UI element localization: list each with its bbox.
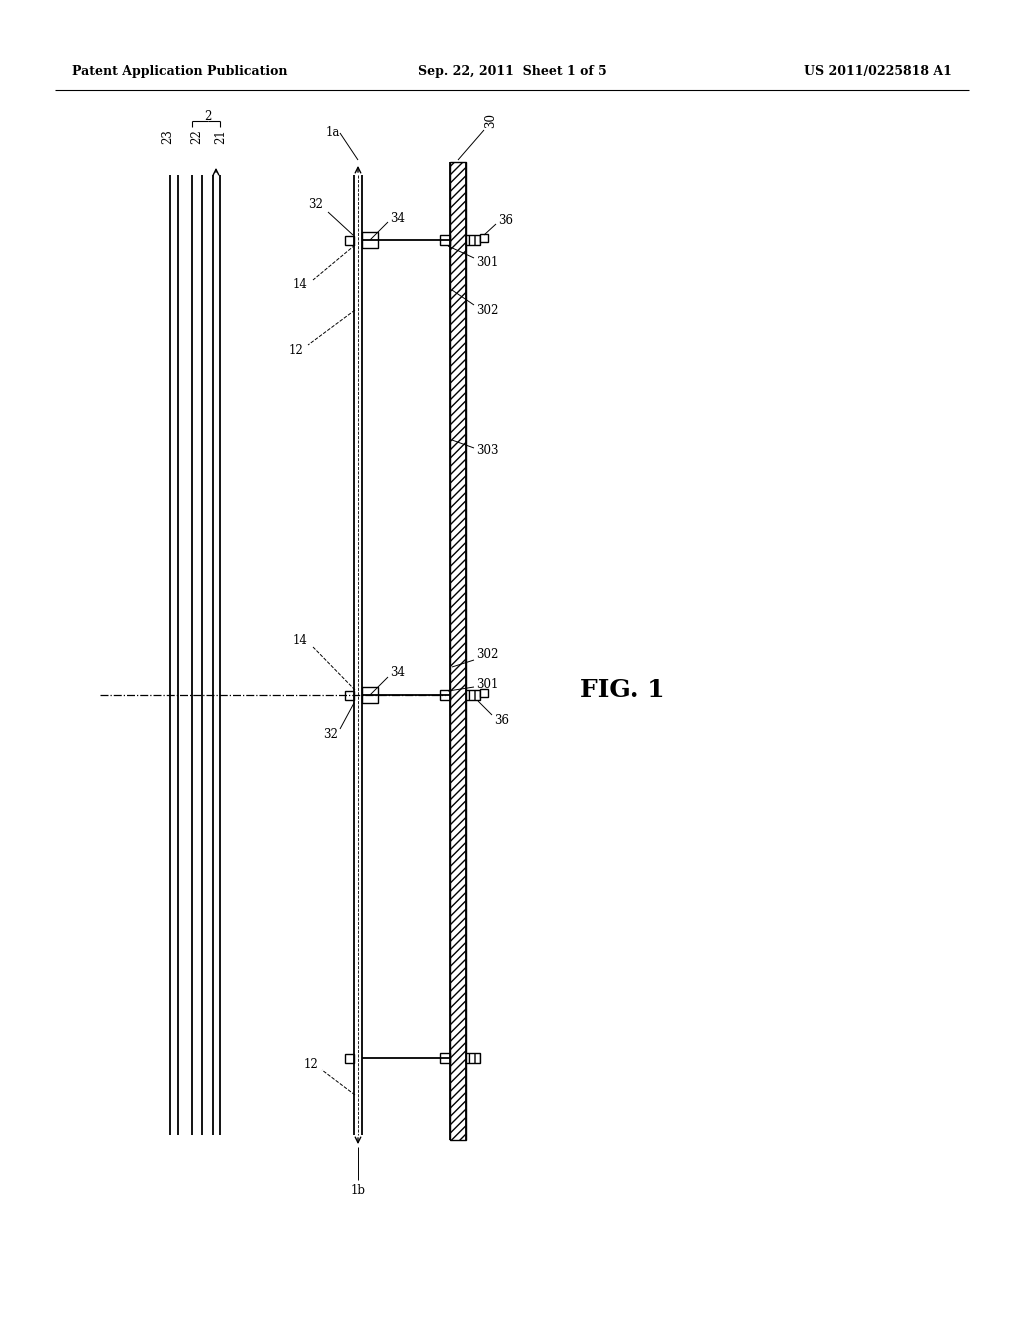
Text: 32: 32 [324, 729, 338, 742]
Text: 23: 23 [162, 129, 174, 144]
Text: 34: 34 [390, 667, 406, 680]
Bar [466, 1053, 480, 1063]
Bar [362, 232, 378, 248]
Text: 303: 303 [476, 444, 499, 457]
Bar [345, 236, 354, 246]
Text: 21: 21 [214, 129, 227, 144]
Text: 302: 302 [476, 304, 499, 317]
Text: 30: 30 [484, 112, 497, 128]
Text: 1a: 1a [326, 127, 340, 140]
Text: US 2011/0225818 A1: US 2011/0225818 A1 [804, 66, 952, 78]
Bar [450, 162, 466, 1140]
Bar [345, 1053, 354, 1063]
Text: 32: 32 [308, 198, 323, 211]
Text: 2: 2 [205, 111, 212, 124]
Text: Patent Application Publication: Patent Application Publication [72, 66, 288, 78]
Bar [440, 235, 450, 246]
Text: 14: 14 [293, 634, 308, 647]
Text: 301: 301 [476, 256, 499, 268]
Text: 12: 12 [288, 343, 303, 356]
Bar [480, 234, 488, 242]
Text: 36: 36 [498, 214, 513, 227]
Bar [466, 235, 480, 246]
Text: 12: 12 [303, 1059, 318, 1072]
Bar [440, 1053, 450, 1063]
Bar [440, 690, 450, 700]
Bar [480, 689, 488, 697]
Text: 34: 34 [390, 211, 406, 224]
Text: 14: 14 [293, 279, 308, 292]
Bar [345, 690, 354, 700]
Text: 36: 36 [494, 714, 509, 726]
Text: 1b: 1b [350, 1184, 366, 1196]
Bar [362, 686, 378, 704]
Text: FIG. 1: FIG. 1 [580, 678, 665, 702]
Text: Sep. 22, 2011  Sheet 1 of 5: Sep. 22, 2011 Sheet 1 of 5 [418, 66, 606, 78]
Text: 301: 301 [476, 678, 499, 692]
Bar [466, 690, 480, 700]
Text: 302: 302 [476, 648, 499, 661]
Text: 22: 22 [190, 129, 204, 144]
